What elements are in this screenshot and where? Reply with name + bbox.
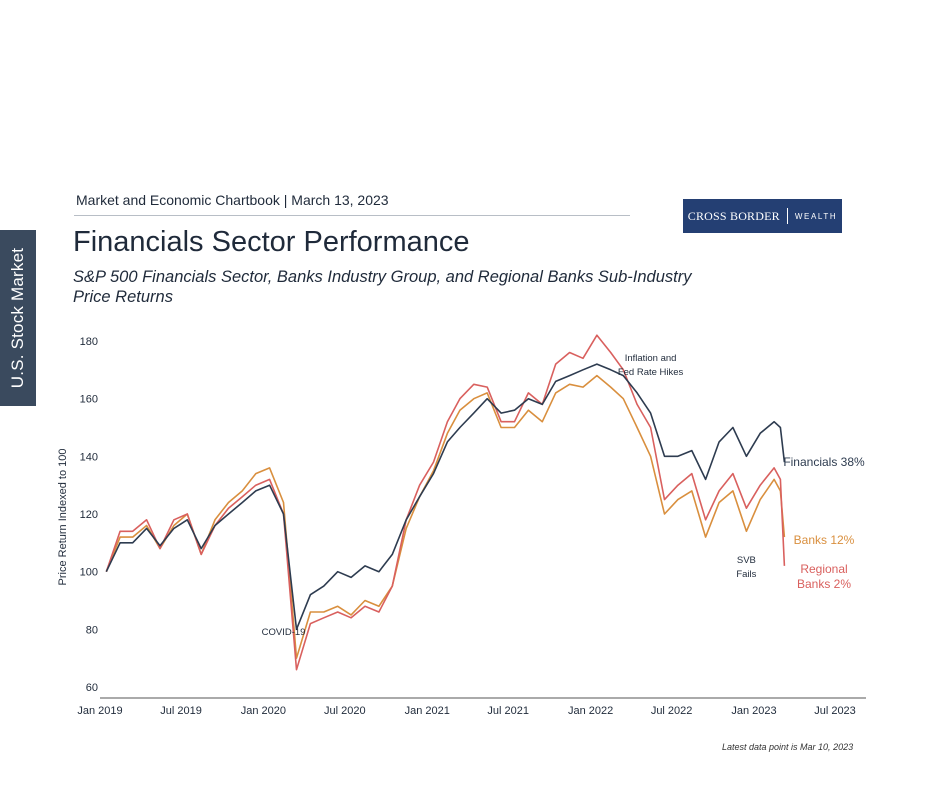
series-line-regional <box>105 334 786 671</box>
logo-separator <box>786 208 788 224</box>
y-tick-label: 60 <box>86 682 98 694</box>
chart-annotation: SVB <box>737 555 756 566</box>
y-tick-label: 100 <box>80 567 98 579</box>
chart-annotation: Fails <box>736 569 756 580</box>
x-tick-label: Jul 2019 <box>160 705 202 717</box>
x-tick-label: Jan 2023 <box>731 705 776 717</box>
y-tick-label: 180 <box>80 336 98 348</box>
footnote: Latest data point is Mar 10, 2023 <box>722 742 854 752</box>
brand-logo: CROSS BORDER WEALTH <box>683 199 842 233</box>
series-line-banks <box>105 374 786 660</box>
y-tick-label: 140 <box>80 451 98 463</box>
chart-annotation: COVID-19 <box>262 627 306 638</box>
x-tick-label: Jul 2023 <box>814 705 856 717</box>
page-title: Financials Sector Performance <box>73 226 470 258</box>
y-tick-label: 160 <box>80 394 98 406</box>
chartbook-header: Market and Economic Chartbook | March 13… <box>76 192 389 208</box>
series-line-financials <box>105 363 786 631</box>
x-tick-label: Jan 2019 <box>77 705 122 717</box>
x-tick-label: Jul 2021 <box>487 705 529 717</box>
logo-right-text: WEALTH <box>794 211 838 221</box>
x-tick-label: Jul 2020 <box>324 705 366 717</box>
page-subtitle: S&P 500 Financials Sector, Banks Industr… <box>73 268 692 306</box>
y-tick-label: 120 <box>80 509 98 521</box>
x-tick-label: Jul 2022 <box>651 705 693 717</box>
x-tick-label: Jan 2021 <box>405 705 450 717</box>
side-tab: U.S. Stock Market <box>0 230 36 406</box>
chart-annotation: Fed Rate Hikes <box>618 367 684 378</box>
y-axis-label: Price Return Indexed to 100 <box>57 449 69 586</box>
header-divider <box>74 215 630 216</box>
y-tick-label: 80 <box>86 624 98 636</box>
logo-left-text: CROSS BORDER <box>687 208 780 223</box>
series-end-label-financials: Financials 38% <box>783 455 865 469</box>
x-tick-label: Jan 2022 <box>568 705 613 717</box>
x-tick-label: Jan 2020 <box>241 705 286 717</box>
chart-annotation: Inflation and <box>625 353 677 364</box>
series-end-label-regional: Banks 2% <box>797 577 851 591</box>
series-end-label-regional: Regional <box>800 562 847 576</box>
series-end-label-banks: Banks 12% <box>794 533 855 547</box>
